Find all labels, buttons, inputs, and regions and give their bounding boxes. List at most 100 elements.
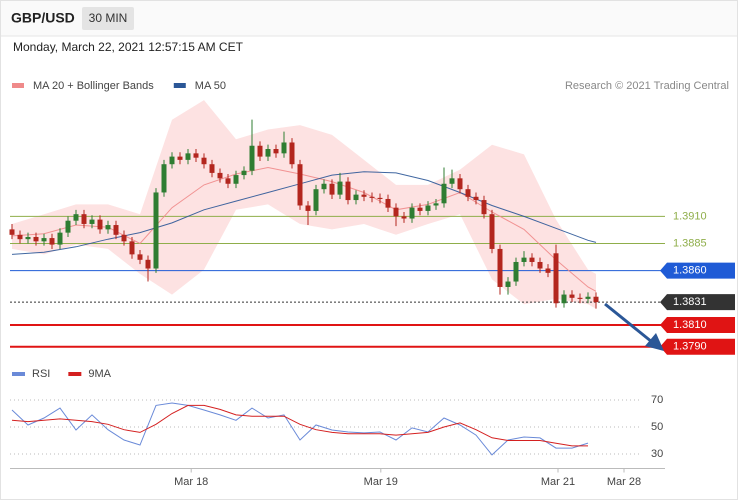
candle-body [529,257,535,262]
ma-line [11,171,597,255]
candle-body [73,214,79,221]
candle-body [385,198,391,208]
legend-swatch [12,83,24,88]
candle-body [97,219,103,230]
candle-body [281,142,287,154]
candle-body [569,294,575,298]
level-label: 1.3910 [673,210,707,222]
candle-body [561,294,567,304]
candle-body [353,194,359,201]
candle-body [289,142,295,165]
level-label: 1.3831 [673,296,707,308]
level-label-box [660,338,735,355]
level-label-box [660,316,735,333]
level-label-box [660,262,735,279]
candle-body [161,164,167,193]
candle-body [257,145,263,157]
legend-swatch [68,372,82,376]
legend-swatch [12,372,25,376]
candle-body [513,261,519,282]
candle-body [273,149,279,154]
y-tick-label: 30 [651,448,663,460]
candle-body [185,153,191,160]
candle-body [193,153,199,158]
candle-body [537,261,543,269]
candle-body [553,253,559,304]
candle-body [369,196,375,198]
candle-body [225,178,231,184]
candle-body [417,207,423,211]
candle-body [209,164,215,173]
x-tick-label: Mar 19 [364,476,398,488]
candle-body [169,156,175,165]
candle-body [105,225,111,230]
x-tick-label: Mar 28 [607,476,641,488]
candle-body [177,156,183,160]
ma-line [11,166,597,292]
legend-label: MA 50 [195,80,226,92]
candle-body [505,281,511,287]
candle-body [33,236,39,242]
candle-body [145,259,151,269]
candle-body [425,205,431,211]
candle-body [121,234,127,242]
candle-body [409,207,415,219]
candle-body [449,178,455,184]
candle-body [457,178,463,190]
x-tick-label: Mar 18 [174,476,208,488]
level-label: 1.3860 [673,265,707,277]
symbol: GBP/USD [11,10,75,26]
candle-body [137,254,143,260]
level-label-box [660,294,735,311]
candle-body [249,145,255,171]
candle-body [321,183,327,190]
legend-label: 9MA [88,368,111,380]
candle-body [441,183,447,204]
candle-body [377,197,383,199]
candle-body [305,205,311,211]
candle-body [9,229,15,235]
candle-body [481,200,487,215]
y-tick-label: 50 [651,421,663,433]
y-tick-label: 70 [651,394,663,406]
candle-body [217,172,223,179]
candle-body [585,296,591,299]
candle-body [465,189,471,197]
candle-body [393,207,399,217]
candle-body [49,238,55,245]
datetime: Monday, March 22, 2021 12:57:15 AM CET [13,40,244,54]
candle-body [129,241,135,255]
forecast-arrow [604,302,664,351]
candle-body [241,170,247,176]
candle-body [297,164,303,206]
candle-body [433,203,439,206]
candle-body [89,219,95,224]
plot-layer: 1.3910 1.3885 1.3860 1.3831 1.3810 1.3790 MA 2… [9,80,735,488]
candle-body [17,234,23,240]
series-line [11,402,589,456]
arrow-shaft [604,302,653,344]
candle-body [489,214,495,249]
candle-body [265,149,271,157]
candle-body [329,183,335,195]
candle-body [577,297,583,299]
candle-body [81,214,87,224]
arrow-head [645,333,664,351]
x-tick-label: Mar 21 [541,476,575,488]
candle-body [473,196,479,201]
timeframe[interactable]: 30 MIN [89,11,128,25]
candle-body [41,238,47,242]
candle-body [345,181,351,201]
source-note: Research © 2021 Trading Central [565,80,729,92]
candle-body [361,194,367,197]
legend-label: MA 20 + Bollinger Bands [33,80,154,92]
timeframe-badge[interactable] [82,7,134,30]
candle-body [233,175,239,184]
candle-body [313,189,319,211]
legend-label: RSI [32,368,50,380]
candle-body [25,236,31,240]
candle-body [153,192,159,269]
candle-body [337,181,343,195]
